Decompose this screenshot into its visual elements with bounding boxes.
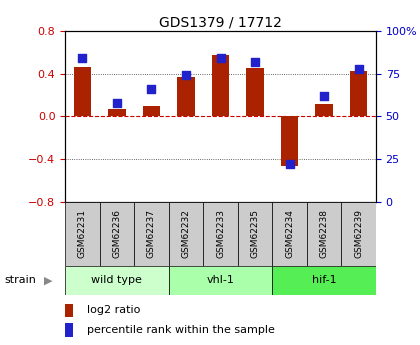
- Point: [286, 161, 293, 167]
- Text: vhl-1: vhl-1: [207, 275, 234, 285]
- Text: GSM62235: GSM62235: [251, 209, 260, 258]
- Text: GDS1379 / 17712: GDS1379 / 17712: [159, 16, 282, 30]
- Bar: [341, 202, 376, 266]
- Bar: [177, 77, 194, 117]
- Bar: [143, 106, 160, 117]
- Point: [113, 100, 120, 106]
- Bar: [169, 266, 272, 295]
- Point: [79, 56, 86, 61]
- Text: GSM62237: GSM62237: [147, 209, 156, 258]
- Text: GSM62239: GSM62239: [354, 209, 363, 258]
- Bar: [100, 202, 134, 266]
- Bar: [65, 323, 73, 336]
- Point: [183, 73, 189, 78]
- Text: hif-1: hif-1: [312, 275, 336, 285]
- Bar: [307, 202, 341, 266]
- Bar: [108, 109, 126, 117]
- Point: [217, 56, 224, 61]
- Bar: [212, 55, 229, 117]
- Text: ▶: ▶: [44, 275, 52, 285]
- Bar: [272, 202, 307, 266]
- Point: [252, 59, 258, 65]
- Text: GSM62232: GSM62232: [181, 209, 190, 258]
- Bar: [315, 104, 333, 117]
- Text: GSM62231: GSM62231: [78, 209, 87, 258]
- Bar: [169, 202, 203, 266]
- Bar: [247, 68, 264, 117]
- Text: GSM62236: GSM62236: [113, 209, 121, 258]
- Bar: [281, 117, 298, 166]
- Text: log2 ratio: log2 ratio: [87, 305, 140, 315]
- Bar: [65, 266, 169, 295]
- Text: GSM62233: GSM62233: [216, 209, 225, 258]
- Bar: [272, 266, 376, 295]
- Text: strain: strain: [4, 275, 36, 285]
- Text: percentile rank within the sample: percentile rank within the sample: [87, 325, 275, 335]
- Bar: [238, 202, 272, 266]
- Point: [355, 66, 362, 71]
- Bar: [65, 304, 73, 317]
- Point: [321, 93, 328, 99]
- Bar: [350, 70, 367, 117]
- Bar: [203, 202, 238, 266]
- Text: wild type: wild type: [92, 275, 142, 285]
- Bar: [134, 202, 169, 266]
- Text: GSM62234: GSM62234: [285, 209, 294, 258]
- Bar: [65, 202, 100, 266]
- Text: GSM62238: GSM62238: [320, 209, 328, 258]
- Bar: [74, 67, 91, 117]
- Point: [148, 86, 155, 92]
